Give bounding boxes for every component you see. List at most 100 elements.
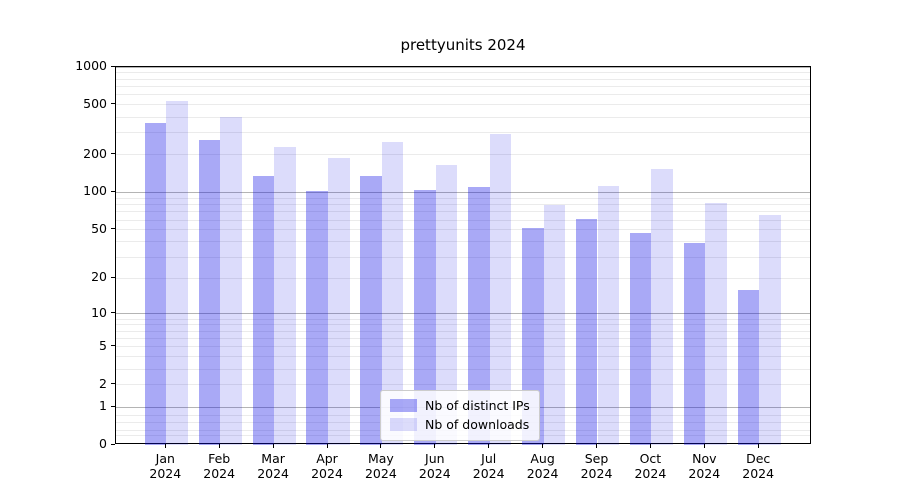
x-tick-label: Sep 2024 [580, 451, 613, 481]
bar-downloads [381, 141, 404, 445]
bar-distinct-ips [575, 219, 598, 445]
bar-downloads [759, 214, 781, 445]
y-tick-mark [111, 153, 115, 155]
minor-gridline [116, 154, 810, 156]
y-tick-mark [111, 103, 115, 105]
bar-downloads [220, 117, 242, 445]
bar-distinct-ips [360, 176, 382, 445]
x-tick-label: Oct 2024 [634, 451, 667, 481]
bar-distinct-ips [683, 243, 706, 445]
minor-gridline [116, 384, 810, 386]
major-gridline [116, 66, 810, 68]
legend-swatch-downloads [390, 418, 417, 431]
legend-item-downloads: Nb of downloads [390, 415, 530, 434]
y-tick-label: 5 [99, 337, 107, 353]
bar-distinct-ips [737, 289, 760, 445]
y-tick-label: 1 [99, 398, 107, 414]
minor-gridline [116, 368, 810, 370]
x-tick-mark [703, 444, 705, 448]
minor-gridline [116, 204, 810, 206]
y-tick-label: 10 [91, 304, 107, 320]
x-tick-mark [596, 444, 597, 448]
y-tick-mark [111, 443, 115, 445]
minor-gridline [116, 229, 810, 231]
x-tick-label: Aug 2024 [526, 451, 559, 481]
bar-distinct-ips [629, 233, 652, 445]
x-tick-mark [649, 444, 651, 448]
bar-distinct-ips [198, 139, 221, 445]
bar-downloads [435, 165, 458, 445]
bar-distinct-ips [252, 176, 275, 445]
x-tick-mark [218, 444, 220, 448]
y-tick-mark [111, 345, 115, 347]
minor-gridline [116, 256, 810, 258]
minor-gridline [116, 116, 810, 118]
legend-swatch-distinct-ips [390, 399, 417, 412]
y-tick-mark [111, 405, 115, 407]
x-tick-mark [542, 444, 544, 448]
minor-gridline [116, 72, 810, 74]
y-tick-label: 2 [99, 375, 107, 391]
y-tick-mark [111, 65, 115, 67]
minor-gridline [116, 330, 810, 332]
bar-downloads [328, 157, 350, 445]
x-tick-label: Apr 2024 [311, 451, 343, 481]
y-tick-mark [111, 228, 115, 230]
bar-distinct-ips [468, 187, 490, 445]
x-tick-mark [164, 444, 166, 448]
x-tick-label: Feb 2024 [203, 451, 236, 481]
bar-downloads [274, 147, 296, 445]
bar-downloads [166, 100, 188, 445]
major-gridline [116, 191, 810, 193]
y-tick-label: 50 [91, 220, 107, 236]
bar-distinct-ips [306, 191, 328, 445]
minor-gridline [116, 277, 810, 279]
minor-gridline [116, 356, 810, 358]
x-tick-mark [326, 444, 328, 448]
legend-item-distinct-ips: Nb of distinct IPs [390, 396, 530, 415]
x-tick-label: Dec 2024 [742, 451, 775, 481]
x-tick-mark [434, 444, 436, 448]
y-tick-label: 100 [83, 183, 107, 199]
x-tick-mark [380, 444, 382, 448]
legend-label-distinct-ips: Nb of distinct IPs [425, 398, 530, 413]
minor-gridline [116, 94, 810, 96]
y-tick-mark [111, 312, 115, 314]
x-tick-label: Jul 2024 [472, 451, 505, 481]
x-tick-label: May 2024 [364, 451, 397, 481]
minor-gridline [116, 85, 810, 87]
y-tick-label: 0 [99, 436, 107, 451]
minor-gridline [116, 197, 810, 199]
y-tick-label: 1000 [75, 58, 107, 73]
x-tick-label: Mar 2024 [257, 451, 289, 481]
y-tick-label: 200 [83, 145, 107, 161]
x-tick-label: Jun 2024 [418, 451, 451, 481]
bar-downloads [651, 169, 673, 445]
y-tick-mark [111, 276, 115, 278]
minor-gridline [116, 338, 810, 340]
minor-gridline [116, 346, 810, 348]
bar-downloads [705, 203, 727, 445]
y-tick-label: 500 [83, 95, 107, 111]
bar-downloads [543, 204, 566, 445]
major-gridline [116, 313, 810, 315]
y-tick-mark [111, 190, 115, 192]
minor-gridline [116, 104, 810, 106]
minor-gridline [116, 241, 810, 243]
bar-distinct-ips [414, 190, 436, 445]
chart-title: prettyunits 2024 [400, 36, 526, 54]
y-tick-mark [111, 383, 115, 385]
x-tick-mark [272, 444, 274, 448]
minor-gridline [116, 211, 810, 213]
bar-distinct-ips [144, 122, 167, 445]
legend: Nb of distinct IPs Nb of downloads [380, 390, 540, 441]
x-tick-label: Nov 2024 [688, 451, 721, 481]
legend-label-downloads: Nb of downloads [425, 417, 530, 432]
plot-area [115, 66, 811, 445]
bar-downloads [597, 186, 620, 445]
minor-gridline [116, 78, 810, 80]
minor-gridline [116, 324, 810, 326]
minor-gridline [116, 219, 810, 221]
x-tick-mark [488, 444, 490, 448]
